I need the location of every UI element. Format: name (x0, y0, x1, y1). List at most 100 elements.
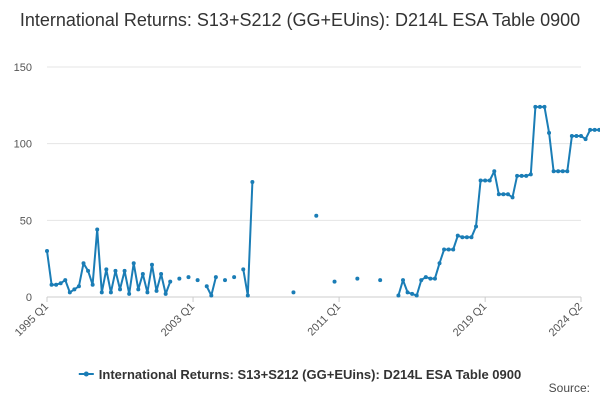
data-point (154, 288, 159, 293)
data-point (396, 293, 401, 298)
data-point (501, 192, 506, 197)
data-point (405, 290, 410, 295)
y-tick-label: 150 (14, 62, 32, 74)
data-point (474, 224, 479, 229)
source-label: Source: (548, 381, 590, 395)
data-point (492, 169, 497, 174)
data-point (122, 268, 127, 273)
data-point (49, 282, 54, 287)
data-point (90, 282, 95, 287)
data-point (58, 281, 63, 286)
data-point (213, 275, 218, 280)
data-point (145, 290, 150, 295)
data-point (419, 278, 424, 283)
data-point (519, 173, 524, 178)
data-point (81, 261, 86, 266)
data-point (537, 104, 542, 109)
data-point (505, 192, 510, 197)
data-point (140, 272, 145, 276)
data-point (547, 130, 552, 135)
data-point (54, 282, 59, 287)
data-point (533, 104, 538, 109)
data-point (332, 279, 337, 284)
series-line (46, 105, 600, 297)
data-point (186, 275, 191, 280)
data-point (455, 233, 460, 238)
data-point (314, 213, 319, 218)
data-point (423, 275, 428, 280)
data-point (460, 235, 465, 240)
data-point (551, 169, 556, 174)
data-point (428, 276, 433, 281)
y-tick-label: 100 (14, 139, 32, 151)
data-point (560, 169, 565, 174)
data-point (195, 278, 200, 283)
data-point (588, 127, 593, 132)
x-tick-label: 2024 Q2 (547, 301, 585, 339)
data-point (67, 290, 72, 295)
data-point (528, 172, 533, 177)
data-point (45, 249, 49, 253)
data-point (464, 235, 469, 240)
data-point (556, 169, 561, 174)
data-point (592, 127, 597, 132)
data-point (291, 290, 296, 295)
data-point (478, 178, 483, 183)
data-point (432, 276, 437, 281)
data-point (72, 287, 77, 292)
data-point (569, 134, 574, 138)
data-point (209, 293, 214, 298)
data-point (104, 267, 109, 272)
data-point (177, 276, 182, 281)
chart-title: International Returns: S13+S212 (GG+EUin… (19, 10, 581, 30)
x-tick-label: 1995 Q1 (13, 301, 51, 339)
data-point (232, 275, 237, 280)
x-tick-label: 2011 Q1 (305, 301, 343, 339)
data-point (451, 247, 456, 252)
data-point (414, 293, 419, 298)
data-point (442, 247, 447, 252)
data-point (168, 279, 173, 284)
data-point (250, 180, 255, 184)
x-tick-label: 2003 Q1 (159, 301, 197, 339)
legend-label: International Returns: S13+S212 (GG+EUin… (99, 367, 521, 382)
data-point (542, 104, 547, 109)
y-tick-label: 50 (20, 215, 32, 227)
data-point (437, 261, 442, 266)
data-point (131, 261, 136, 266)
data-point (163, 291, 168, 296)
data-point (487, 178, 492, 183)
data-point (515, 173, 520, 178)
data-point (108, 290, 113, 295)
data-point (95, 227, 100, 232)
data-point (574, 134, 579, 138)
data-point (204, 284, 209, 289)
data-point (63, 278, 68, 283)
data-point (565, 169, 570, 174)
data-point (410, 291, 415, 296)
data-point (579, 134, 583, 138)
data-point (99, 290, 104, 295)
data-point (483, 178, 488, 183)
y-tick-label: 0 (26, 292, 32, 304)
data-point (510, 195, 515, 200)
data-point (469, 235, 474, 240)
data-point (118, 287, 123, 292)
data-point (401, 278, 405, 283)
data-point (76, 284, 81, 289)
x-tick-label: 2019 Q1 (451, 301, 489, 339)
data-point (245, 293, 250, 298)
data-point (597, 127, 600, 132)
data-point (149, 262, 154, 267)
data-point (127, 291, 132, 296)
data-point (355, 276, 360, 281)
data-point (378, 278, 383, 283)
data-point (136, 287, 141, 292)
data-point (583, 137, 588, 142)
data-point (446, 247, 451, 252)
legend-marker (83, 371, 89, 377)
data-point (223, 278, 227, 283)
data-point (159, 272, 164, 276)
data-point (241, 267, 246, 272)
